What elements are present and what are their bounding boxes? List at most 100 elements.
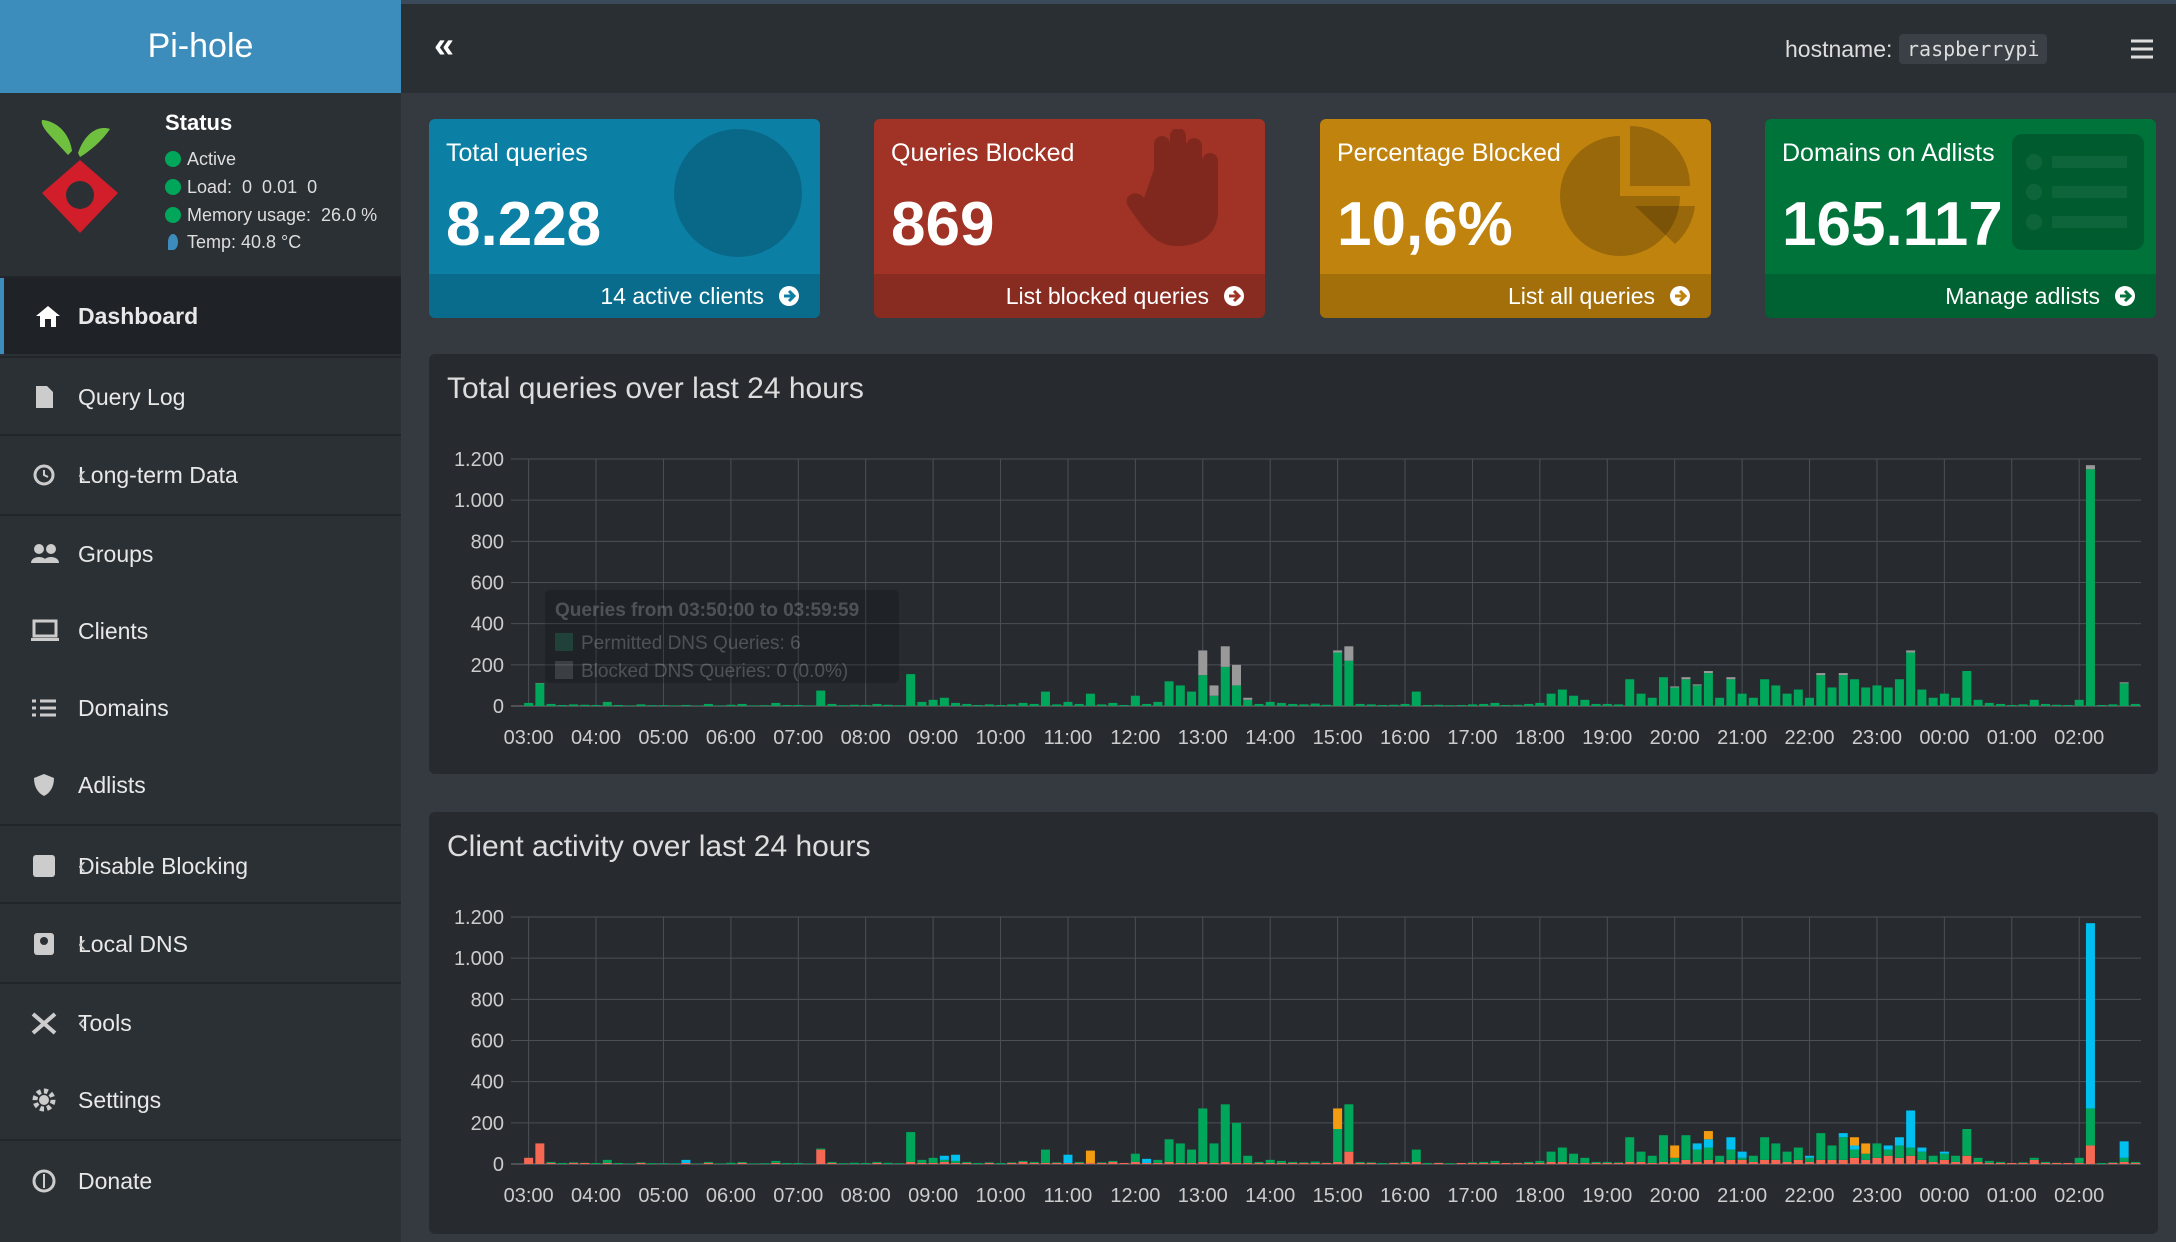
bar (1007, 1162, 1017, 1164)
bar (816, 1148, 826, 1150)
nav-item[interactable]: Dashboard (0, 278, 401, 354)
nav-item[interactable]: Tools ‹ (0, 985, 401, 1061)
x-tick-label: 21:00 (1717, 1185, 1767, 1207)
nav-item[interactable]: Long-term Data ‹ (0, 437, 401, 513)
nav-item[interactable]: Query Log (0, 359, 401, 435)
nav-item[interactable]: Adlists (0, 747, 401, 823)
bar (805, 705, 815, 706)
bar (951, 1154, 961, 1161)
icon (31, 1012, 57, 1035)
bar (1849, 1137, 1859, 1146)
bar (1805, 1161, 1815, 1164)
chevron: ‹ (78, 930, 86, 957)
bar (1670, 1157, 1680, 1162)
nav-label: Donate (78, 1168, 153, 1194)
x-tick-label: 05:00 (638, 1185, 688, 1207)
bar (1153, 1159, 1163, 1163)
nav-item[interactable]: Groups (0, 516, 401, 592)
bar (569, 1162, 579, 1163)
stat-card: Queries Blocked 869 List blocked queries (874, 119, 1265, 318)
bar (1872, 1157, 1882, 1164)
bar (1074, 1161, 1084, 1163)
bar (939, 1161, 949, 1164)
bar (1827, 1145, 1837, 1160)
bar (760, 1163, 770, 1164)
bar (2108, 1162, 2118, 1163)
y-tick-label: 1.200 (454, 449, 504, 471)
bar (849, 1162, 859, 1164)
icon (32, 1169, 56, 1193)
bar (546, 703, 556, 706)
x-tick-label: 07:00 (773, 727, 823, 749)
bar (1265, 701, 1275, 706)
x-tick-label: 07:00 (773, 1185, 823, 1207)
y-tick-label: 200 (471, 1113, 504, 1135)
chevron: ‹ (78, 852, 86, 879)
status-item: Temp: 40.8 °C (165, 232, 301, 253)
bar (1243, 697, 1253, 700)
card-value: 8.228 (446, 190, 602, 259)
nav-item[interactable]: Clients (0, 593, 401, 669)
bar (1726, 1149, 1736, 1160)
bar (782, 704, 792, 706)
bar (1366, 1162, 1376, 1163)
nav-item[interactable]: Donate (0, 1143, 401, 1219)
nav-item[interactable]: Settings (0, 1062, 401, 1138)
bar (1434, 1162, 1444, 1164)
bar (1760, 1137, 1770, 1160)
sidebar-toggle[interactable]: « (434, 24, 455, 65)
bar (1355, 1162, 1365, 1164)
bar (962, 1161, 972, 1163)
menu-button[interactable] (2131, 38, 2155, 60)
separator (0, 824, 401, 826)
bar (2029, 699, 2039, 706)
bar (1501, 704, 1511, 706)
card-value: 869 (891, 190, 995, 259)
nav-item[interactable]: Domains (0, 670, 401, 746)
bar (1894, 1157, 1904, 1164)
status-text: Memory usage: 26.0 % (187, 205, 378, 225)
bar (1984, 1160, 1994, 1163)
bar (984, 704, 994, 706)
bar (1894, 1145, 1904, 1158)
card-link[interactable]: Manage adlists (1765, 274, 2156, 318)
bar (1231, 664, 1241, 686)
bar (1052, 1162, 1062, 1164)
bar (1535, 1160, 1545, 1163)
bar (1962, 1129, 1972, 1156)
bar (2007, 704, 2017, 706)
bar (1658, 1161, 1668, 1164)
bar (1951, 1155, 1961, 1162)
bar (1782, 1161, 1792, 1164)
bar (1703, 671, 1713, 674)
brand[interactable]: Pi-hole (0, 0, 401, 93)
x-tick-label: 00:00 (1919, 727, 1969, 749)
x-tick-label: 03:00 (504, 727, 554, 749)
arrow-icon (779, 286, 799, 306)
bar (1254, 1162, 1264, 1164)
bar (557, 1162, 567, 1164)
card-link[interactable]: List all queries (1320, 274, 1711, 318)
chart-box: Total queries over last 24 hours 0 200 400 6… (429, 354, 2158, 774)
bar (1636, 1161, 1646, 1164)
bar (1849, 1145, 1859, 1150)
nav-item[interactable]: Local DNS ‹ (0, 906, 401, 982)
bar (1939, 693, 1949, 706)
card-link[interactable]: 14 active clients (429, 274, 820, 318)
bar (1973, 1161, 1983, 1164)
card-icon (674, 129, 802, 257)
bar (1535, 1162, 1545, 1164)
bar (1029, 1162, 1039, 1164)
bar (1883, 1149, 1893, 1156)
x-tick-label: 03:00 (504, 1185, 554, 1207)
x-tick-label: 12:00 (1110, 1185, 1160, 1207)
y-tick-label: 1.000 (454, 948, 504, 970)
bar (2119, 683, 2129, 706)
nav-item[interactable]: Disable Blocking ‹ (0, 828, 401, 904)
bar (1726, 1137, 1736, 1150)
card-link[interactable]: List blocked queries (874, 274, 1265, 318)
bar (1838, 673, 1848, 676)
icon (32, 699, 56, 717)
bar (1580, 1162, 1590, 1164)
bar (1153, 1162, 1163, 1164)
